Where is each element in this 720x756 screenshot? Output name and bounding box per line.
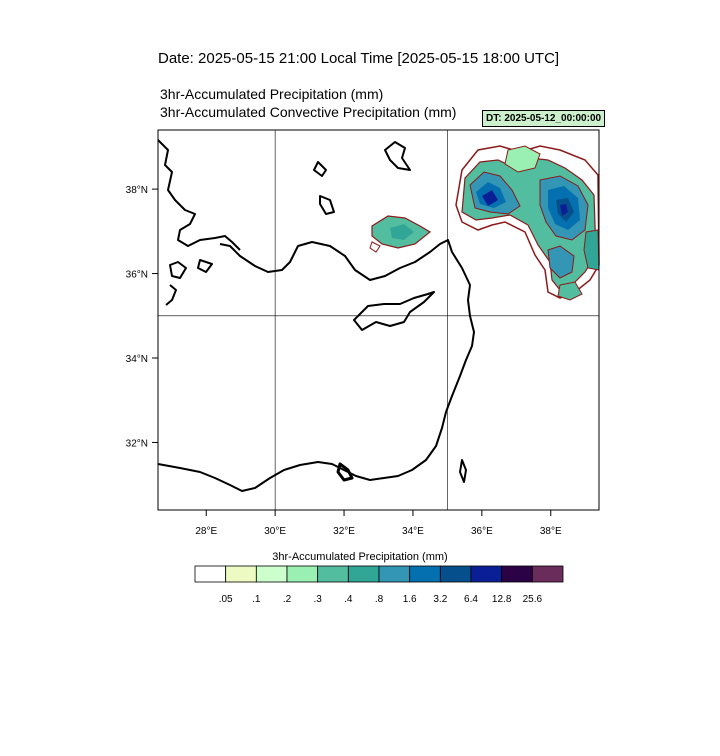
title-convective-precipitation: 3hr-Accumulated Convective Precipitation… [160, 104, 457, 120]
colorbar-swatch [347, 565, 380, 583]
colorbar-swatch [439, 565, 472, 583]
lon-label: 28°E [195, 526, 217, 537]
colorbar-label: 12.8 [491, 594, 512, 605]
colorbar-label: .05 [218, 594, 233, 605]
lon-label: 36°E [471, 526, 493, 537]
coast-africa-levant [157, 239, 475, 492]
colorbar [194, 565, 564, 583]
grid-lines [158, 130, 599, 510]
lat-label: 38°N [126, 185, 148, 196]
colorbar-label: 1.6 [402, 594, 417, 605]
lon-label: 38°E [540, 526, 562, 537]
colorbar-swatch [317, 565, 349, 583]
coast-cyprus [353, 291, 435, 331]
colorbar-label: .4 [344, 594, 353, 605]
colorbar-label: 3.2 [433, 594, 448, 605]
lat-label: 36°N [126, 270, 148, 281]
lon-label: 34°E [402, 526, 424, 537]
lat-label: 34°N [126, 354, 148, 365]
dt-label-box: DT: 2025-05-12_00:00:00 [482, 110, 606, 127]
colorbar-swatch [378, 565, 411, 583]
colorbar-swatch [194, 565, 227, 583]
colorbar-swatch [255, 565, 288, 583]
colorbar-swatch [409, 565, 441, 583]
lat-label: 32°N [126, 438, 148, 449]
colorbar-swatch [470, 565, 503, 583]
lon-axis: 28°E 30°E 32°E 34°E 36°E 38°E [195, 510, 562, 537]
colorbar-label: .1 [252, 594, 261, 605]
colorbar-swatch [286, 565, 319, 583]
lat-axis: 38°N 36°N 34°N 32°N [126, 185, 158, 449]
title-precipitation: 3hr-Accumulated Precipitation (mm) [160, 86, 384, 102]
date-line: Date: 2025-05-15 21:00 Local Time [2025-… [158, 50, 560, 67]
precipitation-field-northeast [455, 145, 600, 301]
colorbar-title: 3hr-Accumulated Precipitation (mm) [272, 551, 448, 563]
colorbar-label: 25.6 [522, 594, 543, 605]
colorbar-label: .2 [282, 594, 292, 605]
lon-label: 30°E [264, 526, 286, 537]
colorbar-swatch [225, 565, 257, 583]
map-frame [157, 129, 600, 511]
colorbar-label: .8 [374, 594, 384, 605]
coastlines [157, 139, 475, 492]
colorbar-swatch [501, 565, 533, 583]
coast-turkey-aegean [157, 139, 241, 251]
precipitation-field-central [369, 215, 432, 253]
lon-label: 32°E [333, 526, 355, 537]
colorbar-label: .3 [313, 594, 322, 605]
colorbar-label: 6.4 [464, 594, 478, 605]
colorbar-swatch [531, 565, 564, 583]
